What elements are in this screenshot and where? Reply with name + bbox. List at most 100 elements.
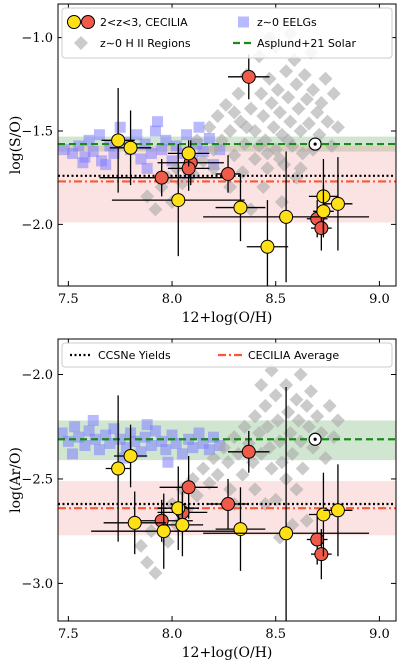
hii-point xyxy=(264,461,279,476)
cecilia-yellow-point xyxy=(316,204,331,219)
hii-point xyxy=(279,377,294,392)
y-tick-label: −2.0 xyxy=(21,218,53,233)
hii-point xyxy=(231,446,246,461)
eelg-point xyxy=(176,448,188,460)
hii-point xyxy=(223,123,238,138)
plot-frame xyxy=(57,3,397,287)
eelg-point xyxy=(203,444,215,456)
cecilia-yellow-point xyxy=(156,524,171,539)
eelg-point xyxy=(69,421,81,433)
cecilia-red-point xyxy=(241,69,256,84)
hii-point xyxy=(206,451,221,466)
legend-marker-yellow xyxy=(67,15,81,29)
eelg-point xyxy=(114,433,126,445)
hii-point xyxy=(293,367,308,382)
legend-label-ccsne: CCSNe Yields xyxy=(98,349,171,362)
hii-point xyxy=(303,384,318,399)
eelg-point xyxy=(58,427,68,439)
cecilia-red-point xyxy=(314,547,329,562)
hii-point xyxy=(210,467,225,482)
cecilia-yellow-point xyxy=(279,209,294,224)
y-tick-label: −1.5 xyxy=(21,124,53,139)
hii-point xyxy=(216,440,231,455)
hii-point xyxy=(202,476,217,491)
hii-point xyxy=(262,71,277,86)
eelg-point xyxy=(114,121,126,133)
eelg-point xyxy=(135,446,147,458)
cecilia-red-point xyxy=(181,480,196,495)
hii-point xyxy=(283,114,298,129)
cecilia-red-point xyxy=(221,497,236,512)
y-tick-label: −2.5 xyxy=(21,472,53,487)
hii-point xyxy=(260,146,275,161)
hii-point xyxy=(301,419,316,434)
hii-point xyxy=(227,105,242,120)
hii-point xyxy=(223,482,238,497)
cecilia-red-point xyxy=(221,166,236,181)
series-cecilia-yellow xyxy=(101,88,370,286)
hii-point xyxy=(310,409,325,424)
legend-marker-red xyxy=(81,15,95,29)
sun-symbol-dot xyxy=(313,142,317,146)
hii-point xyxy=(306,82,321,97)
eelg-point xyxy=(166,429,178,441)
series-cecilia-red xyxy=(99,54,332,251)
eelg-point xyxy=(62,435,74,447)
cecilia-yellow-point xyxy=(175,517,190,532)
eelg-point xyxy=(79,440,91,452)
hii-point xyxy=(243,202,258,217)
hii-point xyxy=(322,398,337,413)
hii-point xyxy=(252,138,267,153)
chart-panel-1: 7.5 8.0 8.5 9.0 −1.0 −1.5 −2.0 12+log(O/H) log(S… xyxy=(8,3,397,326)
series-cecilia-yellow xyxy=(91,387,370,621)
hii-point xyxy=(252,426,267,440)
eelg-point xyxy=(197,146,209,158)
hii-point xyxy=(218,97,233,112)
hii-point xyxy=(291,413,306,428)
hii-point xyxy=(289,77,304,92)
cecilia-yellow-point xyxy=(111,461,126,476)
eelg-point xyxy=(108,423,120,435)
y-tick-label: −3.0 xyxy=(21,577,53,592)
hii-point xyxy=(260,419,275,434)
legend: 2<z<3, CECILIA z∼0 EELGs z∼0 H II Regions A… xyxy=(61,7,393,59)
hii-point xyxy=(291,101,306,116)
hii-point xyxy=(254,86,269,101)
cecilia-yellow-point xyxy=(171,501,186,516)
y-axis-label: log(Ar/O) xyxy=(8,447,24,513)
x-tick-label: 8.0 xyxy=(162,627,183,642)
hii-point xyxy=(293,434,308,449)
hii-point xyxy=(266,120,281,135)
eelg-point xyxy=(87,146,99,158)
legend-label-cecilia-average: CECILIA Average xyxy=(248,349,339,362)
eelg-point xyxy=(100,159,112,171)
eelg-point xyxy=(203,132,215,144)
eelg-point xyxy=(58,144,70,156)
cecilia-red-point xyxy=(314,221,329,236)
eelg-point xyxy=(77,157,89,169)
hii-point xyxy=(318,71,333,86)
eelg-point xyxy=(139,138,151,150)
hii-point xyxy=(326,430,341,445)
eelg-point xyxy=(145,147,157,159)
hii-point xyxy=(320,114,335,129)
hii-point xyxy=(235,467,250,482)
series-hii xyxy=(133,363,345,580)
cecilia-yellow-point xyxy=(316,507,331,522)
cecilia-yellow-point xyxy=(127,515,142,530)
cecilia-yellow-point xyxy=(171,193,186,208)
legend-label-cecilia: 2<z<3, CECILIA xyxy=(100,16,188,29)
legend-label-solar: Asplund+21 Solar xyxy=(257,37,356,50)
cecilia-yellow-point xyxy=(233,522,248,537)
legend-box xyxy=(61,342,393,368)
x-tick-label: 9.0 xyxy=(369,292,390,307)
eelg-point xyxy=(156,435,168,447)
hii-point xyxy=(272,434,287,449)
cecilia-yellow-point xyxy=(260,239,275,254)
eelg-point xyxy=(67,147,79,159)
plot-area xyxy=(58,26,396,286)
cecilia-yellow-point xyxy=(233,200,248,215)
eelg-point xyxy=(135,153,147,165)
eelg-point xyxy=(79,151,91,163)
